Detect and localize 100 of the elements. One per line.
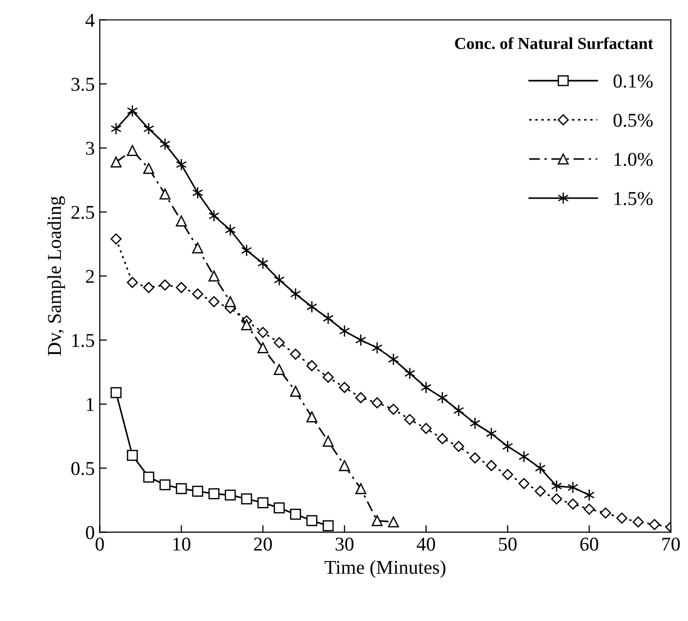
point xyxy=(551,493,562,504)
point xyxy=(648,518,660,530)
point xyxy=(567,498,578,510)
point xyxy=(143,122,154,135)
point xyxy=(632,516,644,528)
y-tick-label: 3.5 xyxy=(72,78,94,91)
point xyxy=(355,392,366,404)
point xyxy=(453,404,464,417)
point xyxy=(126,450,138,461)
point xyxy=(502,440,514,453)
point xyxy=(306,411,318,422)
point xyxy=(143,282,154,294)
point xyxy=(518,478,530,490)
point xyxy=(192,186,204,199)
point xyxy=(600,507,612,519)
y-axis-title: Dv, Sample Loading xyxy=(47,196,66,356)
point xyxy=(355,483,366,494)
point xyxy=(339,460,350,472)
point xyxy=(486,460,497,472)
point xyxy=(290,348,302,360)
point xyxy=(306,360,318,372)
x-tick-label: 60 xyxy=(580,538,598,551)
point xyxy=(404,367,416,380)
y-tick-label: 0 xyxy=(86,526,94,540)
point xyxy=(110,156,122,168)
y-tick-label: 3 xyxy=(86,142,94,155)
point xyxy=(192,242,204,254)
point xyxy=(126,145,138,156)
point xyxy=(160,188,171,200)
point xyxy=(453,440,464,452)
point xyxy=(192,288,204,300)
point xyxy=(241,493,252,504)
point xyxy=(290,386,302,397)
point xyxy=(322,372,334,383)
point xyxy=(306,515,318,526)
x-tick-label: 70 xyxy=(662,538,680,551)
x-tick-label: 10 xyxy=(173,538,190,551)
x-tick-label: 40 xyxy=(416,538,436,551)
legend-label: 1.5% xyxy=(614,192,653,206)
point xyxy=(224,490,236,501)
point xyxy=(322,312,334,324)
point xyxy=(469,452,481,464)
point xyxy=(274,337,285,348)
point xyxy=(322,436,334,447)
y-tick-label: 0.5 xyxy=(71,462,94,476)
point xyxy=(584,488,595,502)
point xyxy=(110,233,122,244)
point xyxy=(584,504,595,515)
point xyxy=(274,364,285,376)
point xyxy=(160,479,171,490)
point xyxy=(274,274,285,286)
point xyxy=(372,397,383,408)
point xyxy=(322,520,334,532)
point xyxy=(224,224,236,236)
point xyxy=(143,472,154,483)
point xyxy=(486,427,497,440)
point xyxy=(534,462,546,474)
legend-label: 0.5% xyxy=(614,114,653,127)
legend-label: 0.1% xyxy=(614,74,653,88)
point xyxy=(208,488,220,500)
point xyxy=(274,502,285,514)
point xyxy=(257,326,268,338)
legend-label: 1.0% xyxy=(614,152,653,166)
point xyxy=(176,215,187,226)
point xyxy=(110,387,122,398)
point xyxy=(355,334,366,346)
y-tick-label: 1 xyxy=(86,398,94,411)
x-tick-label: 30 xyxy=(336,538,354,551)
point xyxy=(176,158,187,171)
point xyxy=(420,422,432,434)
point xyxy=(224,296,236,308)
point xyxy=(257,497,268,508)
y-tick-label: 2 xyxy=(86,270,94,283)
point xyxy=(192,486,204,497)
point xyxy=(257,342,268,354)
legend-title: Conc. of Natural Surfactant xyxy=(455,37,654,50)
point xyxy=(306,300,318,313)
x-tick-label: 20 xyxy=(254,538,272,551)
point xyxy=(126,276,138,288)
y-tick-label: 2.5 xyxy=(71,206,94,220)
point xyxy=(404,414,416,426)
y-tick-label: 1.5 xyxy=(72,334,94,348)
point xyxy=(176,483,187,494)
point xyxy=(388,404,399,415)
point xyxy=(159,279,171,291)
point xyxy=(534,486,546,497)
y-tick-label: 4 xyxy=(86,14,95,27)
point xyxy=(436,433,448,444)
point xyxy=(208,296,220,308)
point xyxy=(616,512,628,524)
x-axis-title: Time (Minutes) xyxy=(324,560,446,578)
point xyxy=(372,515,383,526)
x-tick-label: 50 xyxy=(499,538,517,551)
point xyxy=(143,162,154,174)
point xyxy=(388,516,399,528)
point xyxy=(502,469,514,480)
point xyxy=(176,282,187,294)
point xyxy=(241,319,252,330)
point xyxy=(208,270,220,282)
x-tick-label: 0 xyxy=(96,538,104,551)
